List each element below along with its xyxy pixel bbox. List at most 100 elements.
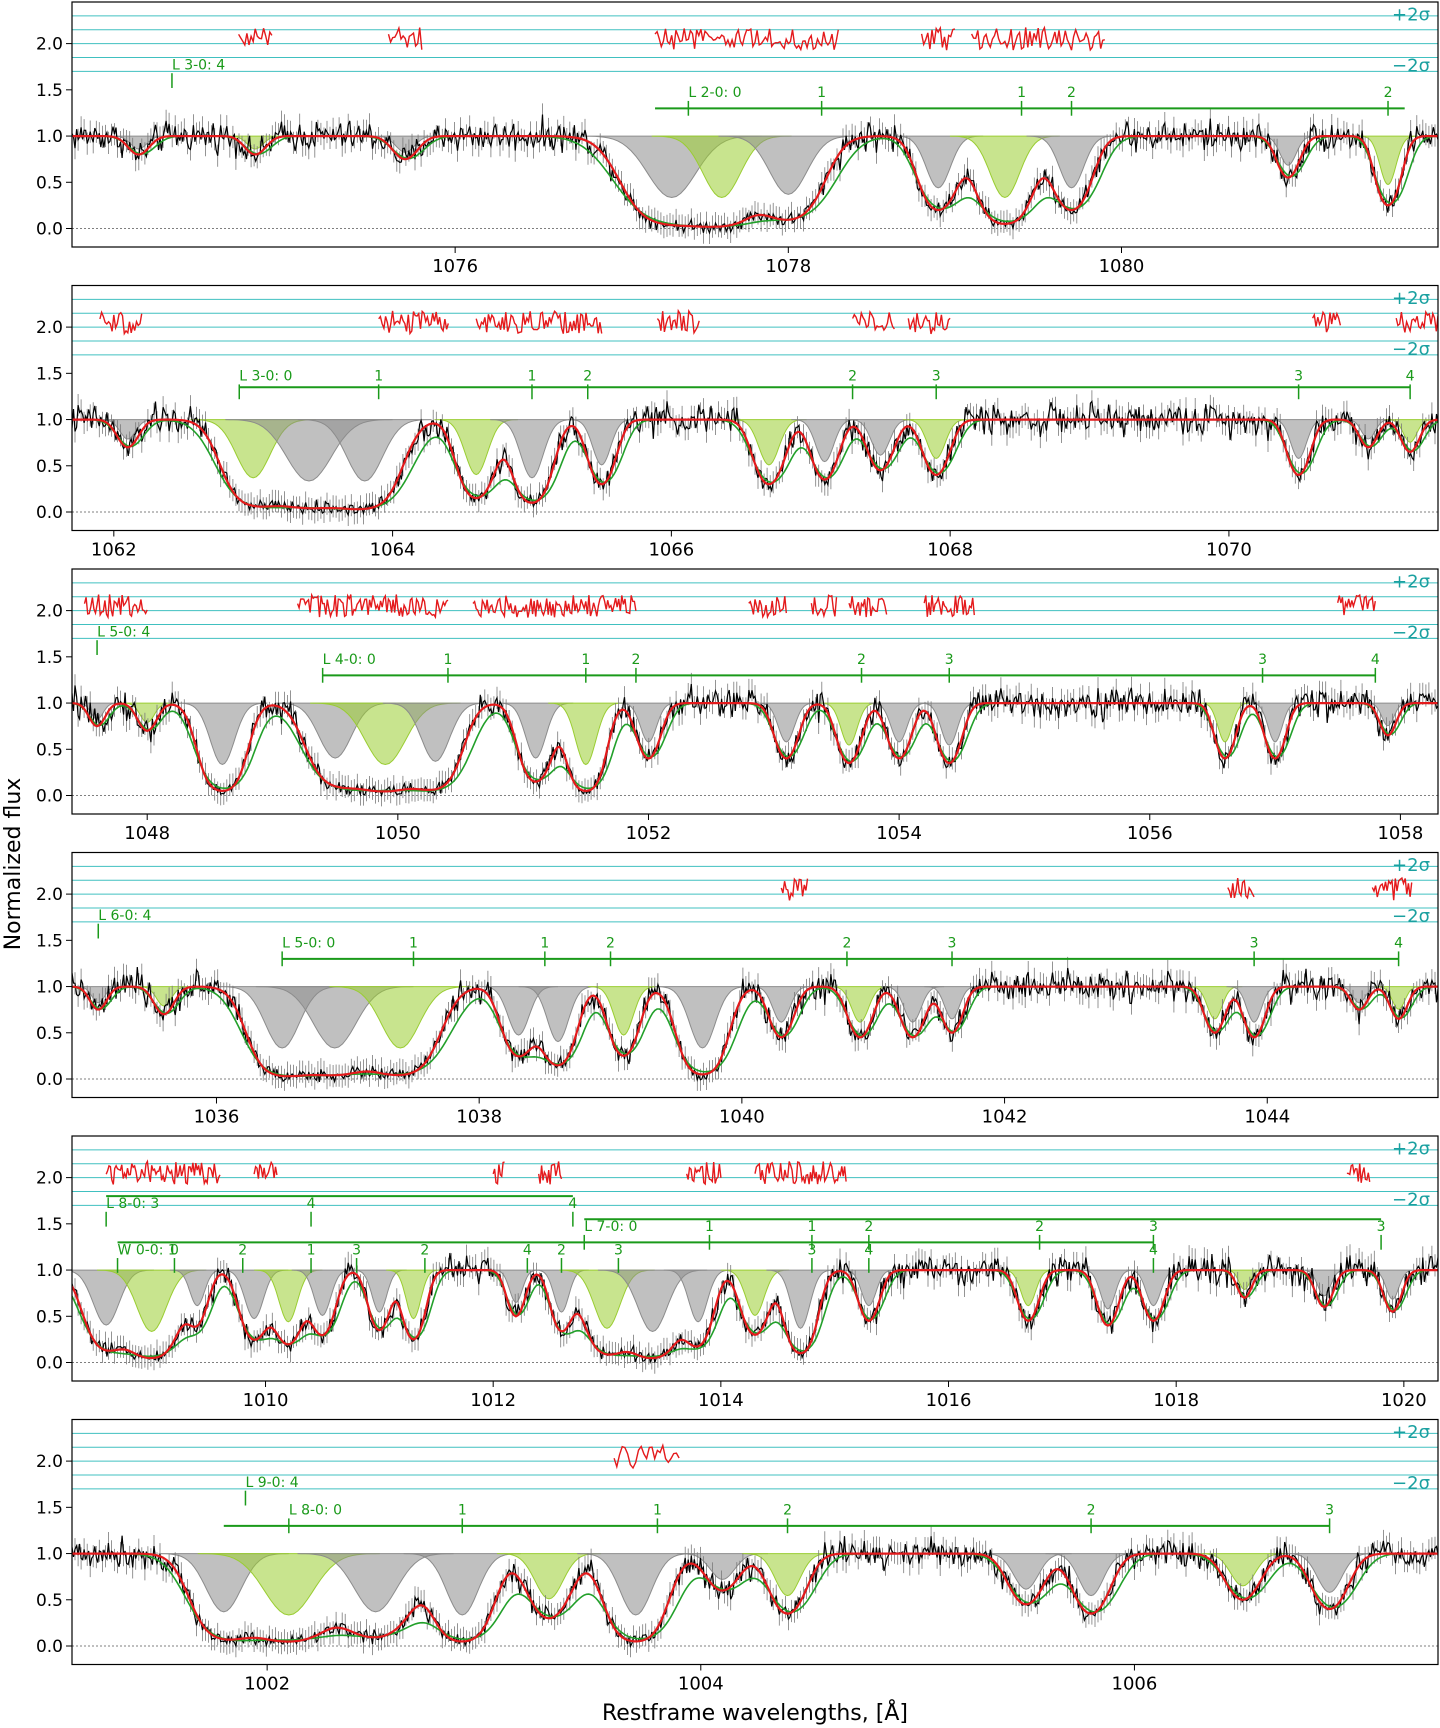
x-tick-label: 1052 xyxy=(626,823,672,844)
transition-label: 4 xyxy=(1394,936,1403,952)
transition-label: 4 xyxy=(1149,1242,1158,1258)
panel-4: L 6-0: 4 L 5-0: 0 1 1 2 2 3 3 4 +2σ −2σ 0.0 0.5 1.0 1.… xyxy=(36,851,1439,1128)
component-profile xyxy=(718,135,859,195)
component-profile xyxy=(655,986,750,1049)
x-tick-label: 1068 xyxy=(927,540,973,561)
component-profile xyxy=(1000,1269,1056,1307)
y-tick-label: 1.0 xyxy=(36,411,63,431)
sigma-minus-label: −2σ xyxy=(1392,906,1430,927)
component-profile xyxy=(497,1553,602,1600)
transition-label: L 4-0: 0 xyxy=(323,652,376,668)
residual-segment xyxy=(1371,876,1413,901)
residual-segment xyxy=(83,594,148,620)
panel-1: L 3-0: 4 L 2-0: 0 1 1 2 2 +2σ −2σ 0.0 0.5 1.0 1.5 2.… xyxy=(36,1,1439,277)
transition-label: 1 xyxy=(458,1503,467,1519)
residual-segment xyxy=(923,594,975,618)
y-tick-label: 1.0 xyxy=(36,127,63,147)
residual-segment xyxy=(686,1162,722,1186)
component-profile xyxy=(841,1269,897,1307)
x-tick-label: 1054 xyxy=(876,823,922,844)
residual-segment xyxy=(970,25,1105,52)
x-tick-label: 1076 xyxy=(432,256,478,277)
transition-label: 2 xyxy=(420,1242,429,1258)
x-tick-label: 1040 xyxy=(719,1107,765,1128)
plot-area: L 6-0: 4 L 5-0: 0 1 1 2 2 3 3 4 xyxy=(72,865,1438,1091)
transition-label: 1 xyxy=(653,1503,662,1519)
transition-label: 0 xyxy=(170,1242,179,1258)
x-tick-label: 1064 xyxy=(370,540,416,561)
x-axis-label: Restframe wavelengths, [Å] xyxy=(602,1699,908,1726)
transition-label: 2 xyxy=(631,652,640,668)
sigma-minus-label: −2σ xyxy=(1392,1189,1430,1210)
x-tick-label: 1002 xyxy=(244,1674,290,1695)
component-profile xyxy=(329,986,472,1049)
panel-frame xyxy=(71,1,1439,248)
x-tick-label: 1016 xyxy=(926,1390,972,1411)
transition-label: 3 xyxy=(1250,936,1259,952)
transition-label: 2 xyxy=(1384,85,1393,101)
transition-label: 4 xyxy=(864,1242,873,1258)
transition-label: 3 xyxy=(1325,1503,1334,1519)
y-tick-label: 1.5 xyxy=(36,931,63,951)
x-tick-label: 1070 xyxy=(1206,540,1252,561)
residual-segment xyxy=(538,1161,563,1185)
component-profile xyxy=(1197,1553,1289,1587)
panel-frame xyxy=(71,284,1439,532)
component-profile xyxy=(742,1553,834,1597)
component-profile xyxy=(902,419,970,459)
residual-segment xyxy=(99,310,143,336)
panel-frame xyxy=(71,851,1439,1099)
transition-label: 3 xyxy=(1258,652,1267,668)
observed-spectrum xyxy=(72,683,1438,798)
sigma-plus-label: +2σ xyxy=(1392,855,1430,876)
transition-label: L 6-0: 4 xyxy=(98,908,151,924)
transition-label: 3 xyxy=(614,1242,623,1258)
panel-6: L 9-0: 4 L 8-0: 0 1 1 2 2 3 +2σ −2σ 0.0 0.5 1.0 1.5 2… xyxy=(36,1418,1439,1695)
transition-label: 1 xyxy=(528,369,537,385)
transition-label: L 3-0: 4 xyxy=(172,57,225,73)
transition-label: 1 xyxy=(807,1219,816,1235)
y-tick-label: 0.0 xyxy=(36,1070,63,1090)
sigma-minus-label: −2σ xyxy=(1392,339,1430,360)
model-total-curve xyxy=(72,702,1438,793)
panel-frame xyxy=(71,1135,1439,1382)
x-tick-label: 1056 xyxy=(1127,823,1173,844)
plot-area: L 5-0: 4 L 4-0: 0 1 1 2 2 3 3 4 xyxy=(72,582,1438,807)
residual-segment xyxy=(237,28,273,47)
y-axis-label: Normalized flux xyxy=(1,778,26,951)
component-profile xyxy=(225,135,286,150)
y-tick-label: 1.0 xyxy=(36,978,63,998)
transition-label: 1 xyxy=(307,1242,316,1258)
residual-segment xyxy=(810,594,838,619)
plot-area: L 3-0: 4 L 2-0: 0 1 1 2 2 xyxy=(72,15,1438,244)
transition-label: 3 xyxy=(1294,369,1303,385)
residual-segment xyxy=(613,1443,680,1470)
model-total-curve xyxy=(72,1552,1438,1643)
model-total-curve xyxy=(72,985,1438,1078)
sigma-plus-label: +2σ xyxy=(1392,288,1430,309)
transition-label: 2 xyxy=(1035,1219,1044,1235)
sigma-minus-label: −2σ xyxy=(1392,622,1430,643)
component-profile xyxy=(818,702,880,746)
transition-label: 1 xyxy=(540,936,549,952)
transition-label: L 2-0: 0 xyxy=(688,85,741,101)
component-profile xyxy=(568,419,636,466)
panel-5: L 8-0: 3 4 4 L 7-0: 0 1 1 2 2 3 3 W 0-0: 10 2 1 3 2 4 2 3… xyxy=(36,1135,1439,1411)
observed-spectrum xyxy=(72,114,1438,235)
residual-segment xyxy=(472,594,637,619)
y-tick-label: 1.5 xyxy=(36,1498,63,1518)
y-tick-label: 0.5 xyxy=(36,1024,63,1044)
sigma-plus-label: +2σ xyxy=(1392,1422,1430,1443)
x-tick-label: 1004 xyxy=(678,1674,724,1695)
x-tick-label: 1018 xyxy=(1153,1390,1199,1411)
y-tick-label: 1.5 xyxy=(36,1215,63,1235)
error-bars xyxy=(72,672,1438,807)
transition-label: 4 xyxy=(1406,369,1415,385)
x-tick-label: 1048 xyxy=(124,823,170,844)
y-tick-label: 0.5 xyxy=(36,1591,63,1611)
residual-segment xyxy=(851,309,895,332)
transition-label: 1 xyxy=(374,369,383,385)
y-tick-label: 1.0 xyxy=(36,1261,63,1281)
transition-label: 2 xyxy=(864,1219,873,1235)
